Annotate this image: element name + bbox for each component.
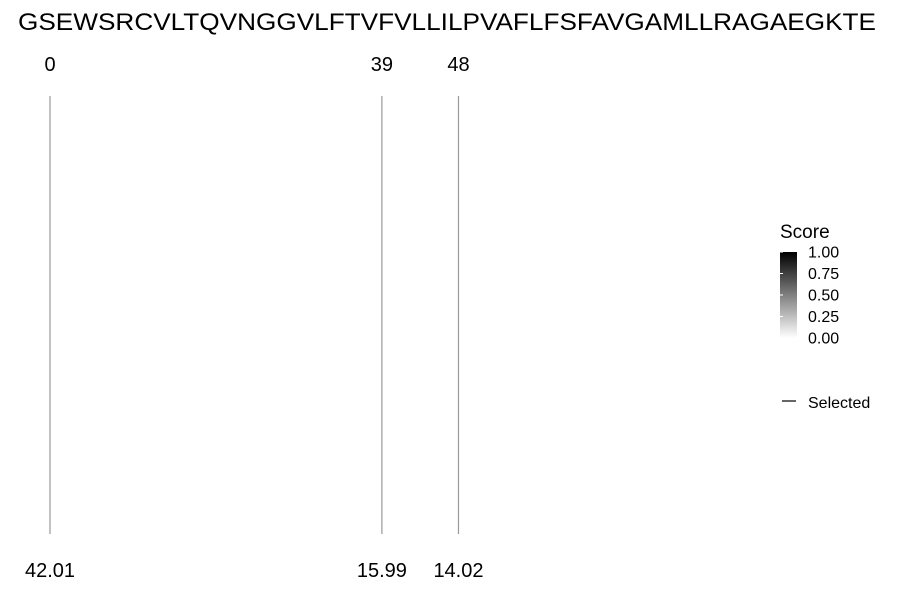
segment-marks: 0 42.01 39 15.99 48 14.02 [25, 54, 484, 582]
legend-ticks: 1.00 0.75 0.50 0.25 0.00 [780, 245, 839, 348]
legend-tick-label: 0.25 [808, 309, 839, 326]
sequence-label: GSEWSRCVLTQVNGGVLFTVFVLLILPVAFLFSFAVGAML… [18, 9, 876, 36]
position-label: 48 [447, 54, 469, 76]
value-label: 14.02 [433, 560, 483, 582]
value-label: 15.99 [357, 560, 407, 582]
position-label: 0 [44, 54, 55, 76]
legend: Score 1.00 0.75 0.50 0.25 0.00 Selected [780, 222, 870, 412]
legend-colorbar [780, 252, 797, 338]
legend-tick-label: 0.50 [808, 288, 839, 305]
legend-tick-label: 0.75 [808, 266, 839, 283]
legend-tick-label: 0.00 [808, 331, 839, 348]
legend-selected-label: Selected [808, 395, 870, 412]
legend-tick-label: 1.00 [808, 245, 839, 262]
legend-title: Score [780, 222, 830, 243]
value-label: 42.01 [25, 560, 75, 582]
position-label: 39 [371, 54, 393, 76]
